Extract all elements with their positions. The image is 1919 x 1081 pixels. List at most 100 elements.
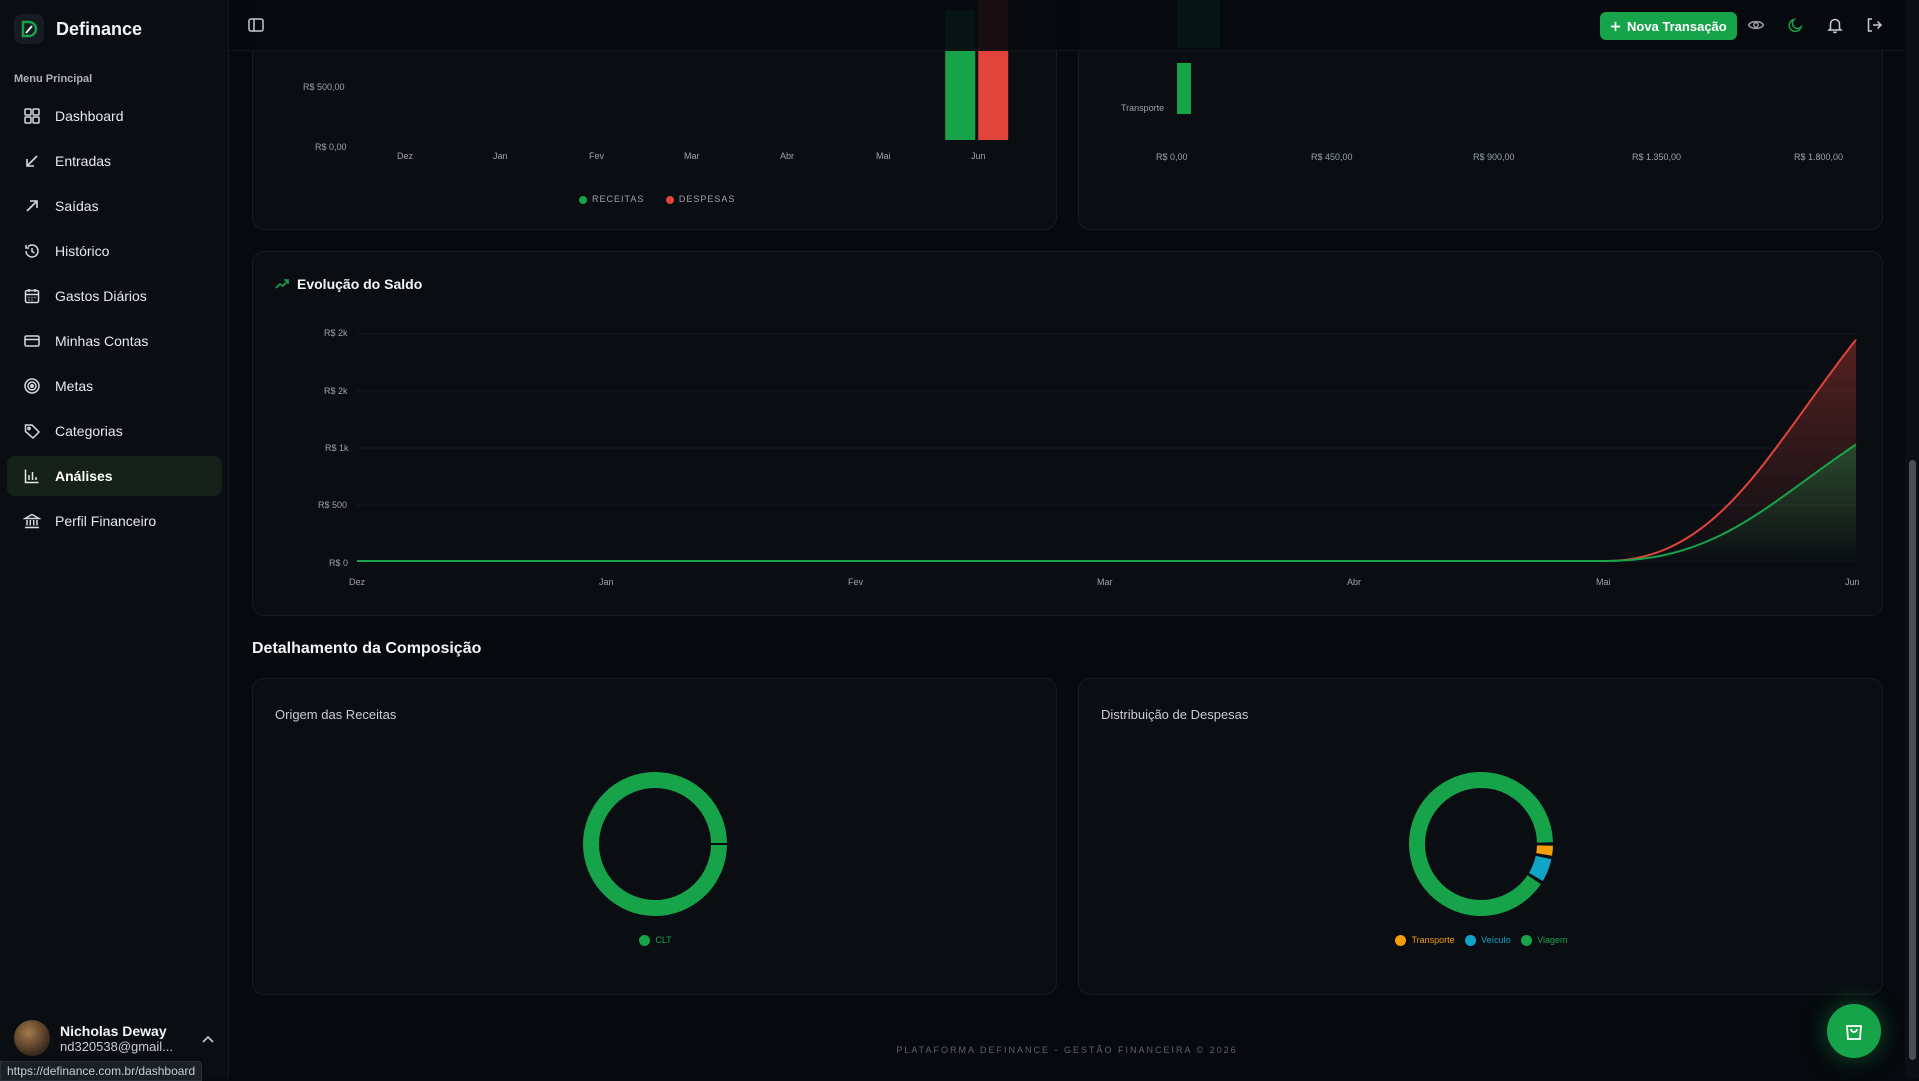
bell-icon[interactable] xyxy=(1826,16,1844,34)
avatar xyxy=(14,1020,50,1056)
legend-transporte: Transporte xyxy=(1395,935,1455,947)
scrollbar-thumb[interactable] xyxy=(1909,460,1916,1060)
user-info: Nicholas Deway nd320538@gmail... xyxy=(60,1023,173,1054)
x-tick: R$ 0,00 xyxy=(1156,152,1188,162)
arrow-up-right-icon xyxy=(26,200,38,212)
x-tick: Mar xyxy=(684,151,700,161)
logout-icon[interactable] xyxy=(1865,16,1883,34)
sidebar-item-label: Gastos Diários xyxy=(55,288,147,304)
arrow-down-left-icon xyxy=(26,155,38,167)
x-tick: Fev xyxy=(589,151,605,161)
x-tick: Abr xyxy=(780,151,795,161)
x-tick: R$ 900,00 xyxy=(1473,152,1515,162)
x-tick: R$ 1.350,00 xyxy=(1632,152,1682,162)
x-tick: R$ 1.800,00 xyxy=(1794,152,1844,162)
y-tick: R$ 1k xyxy=(325,443,349,453)
sidebar-item-label: Categorias xyxy=(55,423,123,439)
expense-donut-chart xyxy=(1409,772,1553,916)
balance-area-0 xyxy=(357,339,1856,561)
legend-veiculo: Veículo xyxy=(1465,935,1511,947)
sidebar-item-analises[interactable]: Análises xyxy=(7,456,222,496)
balance-line-0 xyxy=(357,339,1857,562)
topbar: Nova Transação xyxy=(229,0,1905,51)
y-tick: R$ 500,00 xyxy=(303,82,345,92)
x-tick: Jun xyxy=(1845,577,1860,587)
x-tick: Dez xyxy=(349,577,366,587)
expense-distribution-card: Distribuição de Despesas Transporte Veíc… xyxy=(1078,678,1883,995)
eye-icon[interactable] xyxy=(1747,16,1765,34)
slice-clt xyxy=(583,772,727,916)
slice-veículo xyxy=(1528,855,1552,882)
sidebar-item-label: Análises xyxy=(55,468,113,484)
definance-logo-icon xyxy=(14,14,44,44)
user-menu[interactable]: Nicholas Deway nd320538@gmail... xyxy=(14,1020,214,1056)
slice-viagem xyxy=(1409,772,1553,916)
legend-viagem: Viagem xyxy=(1521,935,1568,947)
plus-icon xyxy=(1610,21,1621,31)
sidebar-item-label: Minhas Contas xyxy=(55,333,149,349)
x-tick: Mai xyxy=(876,151,891,161)
x-tick: Fev xyxy=(848,577,864,587)
calendar-icon xyxy=(24,289,40,304)
income-origin-title: Origem das Receitas xyxy=(275,707,397,722)
income-origin-card: Origem das Receitas CLT xyxy=(252,678,1057,995)
shopping-bag-icon xyxy=(1846,1025,1862,1040)
balance-chart xyxy=(357,333,1857,562)
brand[interactable]: Definance xyxy=(14,14,142,44)
shopping-bag-button[interactable] xyxy=(1827,1004,1881,1058)
legend-receitas: RECEITAS xyxy=(579,194,644,204)
balance-area-1 xyxy=(357,444,1856,561)
sidebar-item-gastos-diarios[interactable]: Gastos Diários xyxy=(7,276,222,316)
sidebar-item-label: Dashboard xyxy=(55,108,124,124)
y-tick: R$ 500 xyxy=(318,500,348,510)
bar-transporte xyxy=(1177,63,1191,114)
target-icon xyxy=(24,378,40,394)
credit-card-icon xyxy=(24,335,40,347)
balance-chart-card: Evolução do Saldo R$ 2k R$ 2k R$ 1k R$ 5… xyxy=(252,251,1883,616)
x-tick: Abr xyxy=(1347,577,1362,587)
menu-section-label: Menu Principal xyxy=(14,73,93,85)
sidebar-item-metas[interactable]: Metas xyxy=(7,366,222,406)
y-tick: R$ 2k xyxy=(324,328,348,338)
x-tick: Jan xyxy=(599,577,614,587)
sidebar-item-saidas[interactable]: Saídas xyxy=(7,186,222,226)
status-bar-url: https://definance.com.br/dashboard xyxy=(0,1061,203,1081)
sidebar-item-categorias[interactable]: Categorias xyxy=(7,411,222,451)
trending-up-icon xyxy=(275,279,289,289)
y-tick: R$ 0,00 xyxy=(315,142,347,152)
income-donut-chart xyxy=(583,772,727,916)
x-tick: R$ 450,00 xyxy=(1311,152,1353,162)
new-transaction-button[interactable]: Nova Transação xyxy=(1600,12,1737,40)
slice-transporte xyxy=(1536,845,1553,856)
sidebar: Definance Menu Principal Dashboard Entra… xyxy=(0,0,229,1079)
balance-chart-title: Evolução do Saldo xyxy=(297,276,423,292)
category-label: Transporte xyxy=(1121,103,1165,113)
sidebar-item-dashboard[interactable]: Dashboard xyxy=(7,96,222,136)
x-tick: Mar xyxy=(1097,577,1113,587)
income-legend: CLT xyxy=(253,935,1058,947)
scrollbar[interactable] xyxy=(1905,0,1919,1079)
sidebar-item-entradas[interactable]: Entradas xyxy=(7,141,222,181)
new-transaction-label: Nova Transação xyxy=(1627,18,1727,34)
user-name: Nicholas Deway xyxy=(60,1022,167,1039)
expense-legend: Transporte Veículo Viagem xyxy=(1079,935,1884,947)
moon-icon[interactable] xyxy=(1787,16,1805,34)
bar-chart-icon xyxy=(24,469,39,484)
sidebar-item-label: Metas xyxy=(55,378,94,394)
x-tick: Dez xyxy=(397,151,414,161)
x-tick: Jun xyxy=(971,151,986,161)
sidebar-item-historico[interactable]: Histórico xyxy=(7,231,222,271)
chevron-up-icon[interactable] xyxy=(202,1030,214,1046)
sidebar-toggle-icon[interactable] xyxy=(247,16,265,34)
footer-text: PLATAFORMA DEFINANCE - GESTÃO FINANCEIRA… xyxy=(896,1045,1238,1055)
brand-name: Definance xyxy=(56,18,143,39)
tag-icon xyxy=(24,424,41,440)
x-tick: Mai xyxy=(1596,577,1611,587)
sidebar-item-label: Histórico xyxy=(55,243,110,259)
monthly-legend: RECEITAS DESPESAS xyxy=(579,194,735,204)
sidebar-item-perfil-financeiro[interactable]: Perfil Financeiro xyxy=(7,501,222,541)
expense-distribution-title: Distribuição de Despesas xyxy=(1101,707,1249,722)
sidebar-item-label: Saídas xyxy=(55,198,99,214)
sidebar-item-minhas-contas[interactable]: Minhas Contas xyxy=(7,321,222,361)
composition-section-title: Detalhamento da Composição xyxy=(252,640,482,657)
